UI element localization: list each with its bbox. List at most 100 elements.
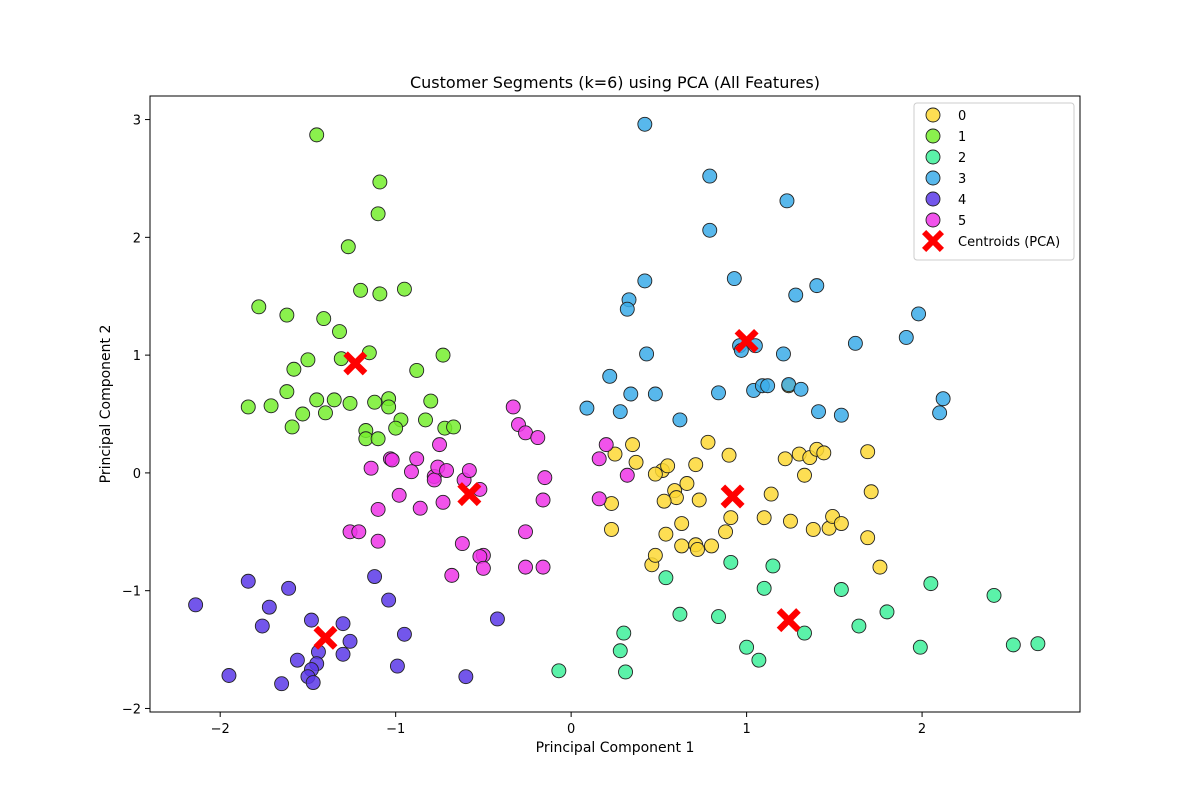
data-point <box>423 393 439 409</box>
data-point <box>458 669 474 685</box>
data-point <box>711 385 726 401</box>
data-point <box>816 445 832 461</box>
data-point <box>396 626 412 642</box>
data-point <box>612 643 628 659</box>
data-point <box>911 306 927 322</box>
data-point <box>188 597 204 613</box>
data-point <box>367 569 383 585</box>
data-point <box>619 301 635 317</box>
data-point <box>435 494 451 510</box>
data-point <box>370 431 386 447</box>
data-point <box>756 510 772 526</box>
y-tick-label: −1 <box>122 585 141 600</box>
data-point <box>777 451 793 467</box>
data-point <box>847 335 863 351</box>
x-axis-label: Principal Component 1 <box>536 740 695 756</box>
data-point <box>396 281 412 297</box>
data-point <box>381 399 397 415</box>
data-point <box>363 460 379 476</box>
data-point <box>388 420 404 436</box>
data-point <box>326 392 342 408</box>
data-point <box>446 419 462 435</box>
y-tick-label: −2 <box>122 702 141 717</box>
data-point <box>711 609 726 625</box>
data-point <box>776 346 791 362</box>
data-point <box>691 492 707 508</box>
data-point <box>607 446 623 462</box>
data-point <box>763 486 779 502</box>
data-point <box>751 652 767 668</box>
data-point <box>591 451 607 467</box>
data-point <box>389 658 405 674</box>
data-point <box>668 490 684 506</box>
legend-marker <box>925 212 941 228</box>
data-point <box>618 664 633 680</box>
data-point <box>674 516 690 531</box>
data-point <box>756 580 772 596</box>
data-point <box>261 599 277 615</box>
data-point <box>739 639 755 655</box>
data-point <box>625 437 640 453</box>
y-tick-label: 3 <box>133 114 141 129</box>
data-point <box>284 419 300 435</box>
centroid-marker <box>313 625 338 650</box>
data-point <box>805 521 821 537</box>
data-point <box>432 437 447 453</box>
data-point <box>251 299 267 315</box>
data-point <box>672 412 688 428</box>
data-point <box>718 524 733 540</box>
data-point <box>702 222 718 238</box>
data-point <box>658 570 674 586</box>
data-point <box>518 524 533 540</box>
y-axis-label: Principal Component 2 <box>98 325 114 484</box>
data-point <box>679 476 695 491</box>
data-point <box>461 463 477 478</box>
data-point <box>809 278 825 294</box>
data-point <box>612 404 628 420</box>
data-point <box>475 560 491 576</box>
data-point <box>656 493 672 509</box>
data-point <box>221 668 237 683</box>
centroid-marker <box>734 328 759 353</box>
data-point <box>551 663 567 679</box>
data-point <box>353 282 369 298</box>
data-point <box>623 386 639 402</box>
data-point <box>637 116 653 132</box>
data-point <box>340 239 356 255</box>
data-point <box>604 521 619 537</box>
legend: 0 1 2 3 4 5 Centroids (PCA) <box>913 102 1075 261</box>
data-point <box>628 454 644 470</box>
data-point <box>602 368 618 384</box>
plot-area <box>188 116 1046 692</box>
legend-label: Centroids (PCA) <box>958 235 1060 250</box>
legend-marker <box>925 107 941 123</box>
data-point <box>409 362 425 378</box>
data-point <box>660 458 676 474</box>
legend-centroid-marker <box>922 230 944 252</box>
legend-box <box>913 102 1075 261</box>
data-point <box>289 652 305 668</box>
y-tick-label: 0 <box>133 467 141 482</box>
data-point <box>309 127 325 143</box>
data-point <box>254 618 270 634</box>
data-point <box>647 386 663 402</box>
data-point <box>279 307 295 323</box>
data-point <box>833 407 849 423</box>
data-point <box>860 530 876 546</box>
data-point <box>1030 636 1046 652</box>
data-point <box>342 395 358 411</box>
data-point <box>672 606 688 622</box>
data-point <box>1005 637 1021 653</box>
data-point <box>579 400 595 416</box>
data-point <box>704 538 719 554</box>
y-tick-label: 2 <box>133 231 141 246</box>
data-point <box>788 287 804 303</box>
legend-marker <box>925 149 941 165</box>
legend-label: 4 <box>958 193 966 208</box>
data-point <box>690 542 705 557</box>
plot-frame <box>149 95 1081 713</box>
data-point <box>647 547 663 563</box>
data-point <box>444 567 460 583</box>
data-point <box>639 346 655 362</box>
data-point <box>879 604 895 620</box>
